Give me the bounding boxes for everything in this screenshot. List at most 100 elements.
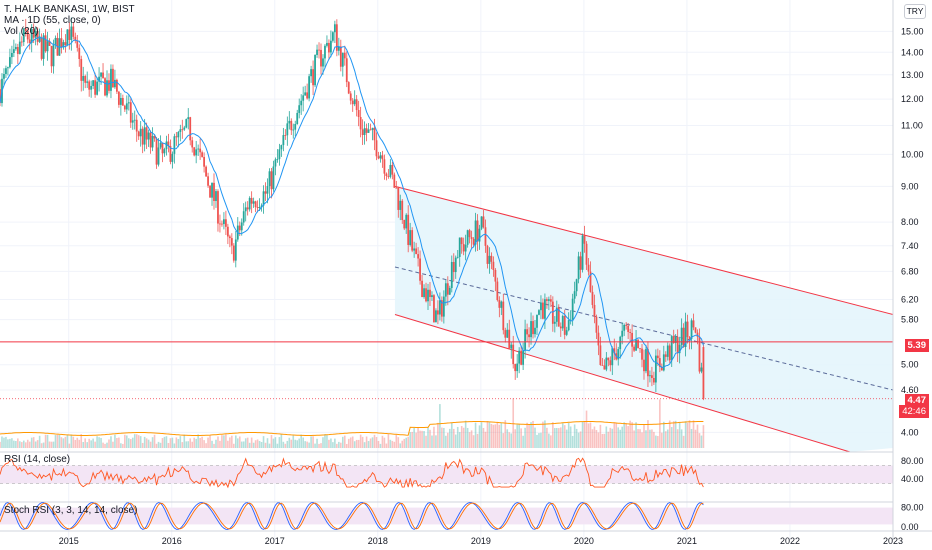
- candle-body: [333, 24, 336, 33]
- chart-title: T. HALK BANKASI, 1W, BIST: [4, 4, 135, 15]
- candle-body: [676, 336, 679, 354]
- stoch-rsi-label[interactable]: Stoch RSI (3, 3, 14, 14, close): [4, 505, 138, 516]
- candle-body: [613, 348, 616, 354]
- indicator-ma-label[interactable]: MA · 1D (55, close, 0): [4, 15, 101, 26]
- candle-body: [448, 287, 451, 295]
- volume-bar: [597, 432, 600, 448]
- volume-bar: [536, 434, 538, 448]
- candle-body: [50, 45, 53, 67]
- volume-bar: [143, 436, 146, 448]
- candle-body: [621, 330, 624, 337]
- candle-body: [450, 261, 453, 288]
- volume-bar: [306, 441, 308, 448]
- volume-bar: [696, 424, 699, 448]
- channel-mid-line: [394, 266, 894, 391]
- candle-body: [98, 76, 100, 82]
- volume-bar: [540, 432, 542, 448]
- candle-body: [532, 321, 534, 335]
- candle-body: [260, 205, 263, 208]
- volume-bar: [280, 434, 283, 448]
- volume-bar: [607, 431, 610, 448]
- price-levels[interactable]: [0, 341, 893, 400]
- time-tick-label: 2018: [368, 536, 388, 546]
- candle-body: [26, 30, 29, 40]
- volume-bar: [110, 436, 112, 448]
- candle-body: [189, 117, 192, 141]
- candle-body: [500, 301, 503, 308]
- volume-bar: [365, 436, 368, 448]
- volume-bars: [0, 398, 705, 448]
- volume-bar: [165, 436, 168, 448]
- volume-bar: [623, 422, 625, 448]
- volume-bar: [587, 423, 590, 448]
- volume-bar: [639, 429, 641, 448]
- candle-body: [40, 37, 43, 59]
- candle-body: [522, 350, 525, 365]
- candle-body: [359, 116, 362, 130]
- volume-bar: [680, 429, 683, 448]
- volume-bar: [40, 443, 43, 448]
- volume-bar: [177, 438, 180, 448]
- volume-bar: [304, 441, 306, 448]
- volume-bar: [19, 441, 21, 448]
- candle-body: [280, 145, 283, 150]
- volume-bar: [417, 427, 419, 448]
- rsi-tick-label: 80.00: [901, 456, 924, 466]
- candle-body: [649, 375, 651, 377]
- volume-bar: [183, 434, 186, 448]
- candle-body: [119, 97, 122, 105]
- candle-body: [153, 135, 156, 139]
- volume-bar: [593, 426, 596, 448]
- candle-body: [403, 219, 406, 229]
- volume-bar: [181, 442, 184, 448]
- candle-body: [310, 69, 312, 77]
- volume-bar: [429, 429, 431, 448]
- volume-bar: [557, 428, 560, 448]
- volume-bar: [544, 420, 546, 448]
- volume-bar: [601, 433, 604, 448]
- volume-bar: [126, 435, 128, 448]
- volume-bar: [690, 428, 693, 448]
- trend-channel[interactable]: [394, 185, 894, 453]
- volume-bar: [559, 427, 562, 448]
- volume-bar: [300, 434, 302, 448]
- volume-bar: [363, 442, 366, 448]
- candle-body: [553, 321, 556, 324]
- candle-body: [64, 42, 67, 46]
- candle-body: [106, 80, 108, 96]
- candle-body: [22, 28, 25, 43]
- volume-bar: [670, 427, 673, 448]
- candle-body: [252, 201, 255, 204]
- candle-body: [100, 72, 102, 77]
- candle-body: [387, 176, 390, 177]
- volume-bar: [621, 426, 623, 448]
- volume-bar: [82, 442, 85, 448]
- currency-button[interactable]: TRY: [904, 4, 926, 19]
- volume-bar: [338, 441, 340, 448]
- candle-body: [534, 327, 536, 335]
- time-tick-label: 2015: [59, 536, 79, 546]
- volume-bar: [96, 436, 98, 448]
- volume-bar: [86, 442, 88, 448]
- volume-bar: [649, 429, 651, 448]
- volume-bar: [62, 438, 65, 448]
- candle-body: [407, 214, 410, 245]
- indicator-vol-label[interactable]: Vol (20): [4, 26, 39, 37]
- candle-body: [643, 359, 645, 372]
- candle-body: [413, 248, 416, 251]
- candle-body: [62, 42, 65, 48]
- candle-body: [371, 127, 374, 130]
- volume-bar: [678, 422, 681, 448]
- rsi-label[interactable]: RSI (14, close): [4, 454, 71, 465]
- volume-bar: [500, 423, 503, 448]
- volume-bar: [211, 440, 213, 448]
- candle-body: [74, 36, 77, 41]
- candle-body: [494, 269, 497, 282]
- volume-bar: [0, 441, 1, 448]
- stoch-tick-label: 80.00: [901, 503, 924, 513]
- candle-body: [565, 330, 568, 335]
- candle-body: [60, 38, 63, 48]
- volume-bar: [213, 443, 215, 448]
- volume-bar: [84, 438, 87, 448]
